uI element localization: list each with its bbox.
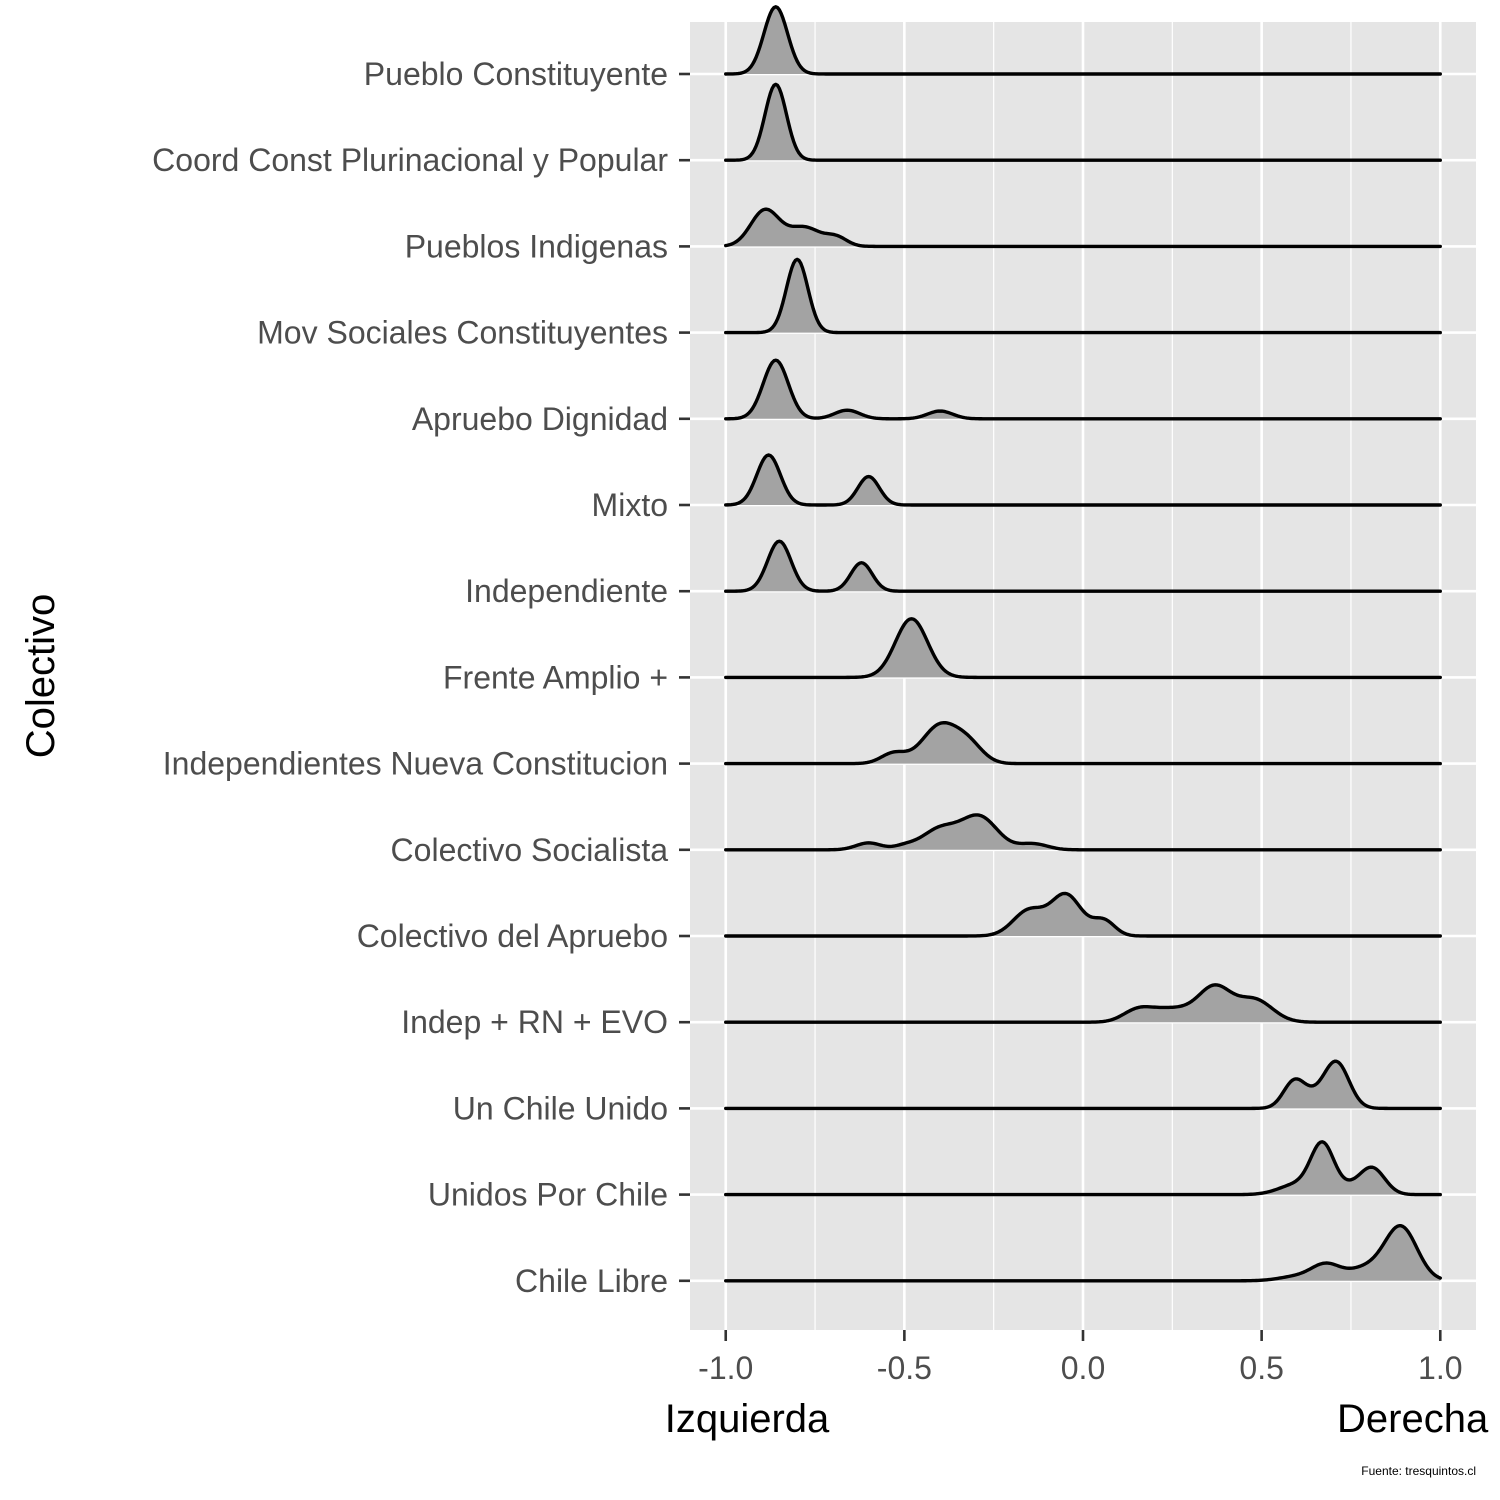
x-axis-title-right: Derecha xyxy=(1337,1397,1489,1441)
ridge-series xyxy=(724,983,1442,1024)
x-axis-ticks: -1.0 -0.5 0.0 0.5 1.0 xyxy=(698,1330,1463,1386)
ridge-line xyxy=(724,257,1442,335)
y-tick-label: Apruebo Dignidad xyxy=(412,401,668,437)
ridge-line xyxy=(724,5,1442,76)
y-tick-label: Colectivo del Apruebo xyxy=(357,918,668,954)
ridge-series xyxy=(724,617,1442,680)
ridge-series xyxy=(724,207,1442,249)
x-tick-label: 0.0 xyxy=(1061,1350,1105,1386)
y-tick-label: Independientes Nueva Constitucion xyxy=(163,746,668,782)
ridge-series xyxy=(724,5,1442,76)
ridge-area xyxy=(725,259,1441,333)
y-tick-label: Coord Const Plurinacional y Popular xyxy=(152,142,668,178)
ridge-line xyxy=(724,82,1442,162)
ridge-area xyxy=(725,618,1441,678)
ridge-area xyxy=(725,209,1441,247)
ridge-area xyxy=(725,893,1441,936)
ridge-area xyxy=(725,1141,1441,1195)
x-tick-label: 0.5 xyxy=(1239,1350,1283,1386)
y-tick-label: Mixto xyxy=(592,487,668,523)
ridge-line xyxy=(724,983,1442,1024)
ridge-area xyxy=(725,984,1441,1023)
ridge-line xyxy=(724,891,1442,938)
x-tick-label: -1.0 xyxy=(698,1350,753,1386)
ridge-area xyxy=(725,1061,1441,1109)
ridge-line xyxy=(724,720,1442,766)
ridge-series xyxy=(724,1140,1442,1197)
ridge-line xyxy=(724,207,1442,249)
ridge-line xyxy=(724,358,1442,421)
ridge-area xyxy=(725,360,1441,419)
x-tick-label: 1.0 xyxy=(1418,1350,1462,1386)
ridge-area xyxy=(725,1225,1441,1281)
ridge-line xyxy=(724,813,1442,852)
source-caption: Fuente: tresquintos.cl xyxy=(1361,1464,1476,1478)
y-axis-title: Colectivo xyxy=(19,594,63,759)
ridge-area xyxy=(725,6,1441,74)
y-tick-label: Pueblos Indigenas xyxy=(405,228,668,264)
y-tick-label: Un Chile Unido xyxy=(453,1090,668,1126)
y-axis-ticks: Pueblo Constituyente Coord Const Plurinac… xyxy=(152,56,690,1299)
y-tick-label: Frente Amplio + xyxy=(443,659,668,695)
ridge-area xyxy=(725,455,1441,505)
ridge-series xyxy=(724,358,1442,421)
ridge-line xyxy=(724,1224,1442,1283)
ridge-series xyxy=(724,1059,1442,1111)
ridge-line xyxy=(724,617,1442,680)
ridge-line xyxy=(724,539,1442,593)
x-axis-title-left: Izquierda xyxy=(665,1397,830,1441)
y-tick-label: Independiente xyxy=(465,573,668,609)
y-tick-label: Indep + RN + EVO xyxy=(401,1004,668,1040)
y-tick-label: Colectivo Socialista xyxy=(391,832,669,868)
y-tick-label: Mov Sociales Constituyentes xyxy=(257,315,668,351)
y-tick-label: Chile Libre xyxy=(515,1263,668,1299)
ridge-line xyxy=(724,1059,1442,1111)
ridge-series xyxy=(724,82,1442,162)
ridge-series xyxy=(724,720,1442,766)
ridge-series xyxy=(724,257,1442,335)
ridges xyxy=(724,5,1442,1283)
ridge-series xyxy=(724,539,1442,593)
ridge-series xyxy=(724,1224,1442,1283)
ridge-area xyxy=(725,541,1441,592)
ridge-series xyxy=(724,453,1442,507)
y-tick-label: Unidos Por Chile xyxy=(428,1177,668,1213)
y-tick-label: Pueblo Constituyente xyxy=(364,56,668,92)
ridge-series xyxy=(724,813,1442,852)
ridge-line xyxy=(724,1140,1442,1197)
x-tick-label: -0.5 xyxy=(877,1350,932,1386)
ridge-line xyxy=(724,453,1442,507)
ridge-area xyxy=(725,722,1441,764)
ridge-series xyxy=(724,891,1442,938)
